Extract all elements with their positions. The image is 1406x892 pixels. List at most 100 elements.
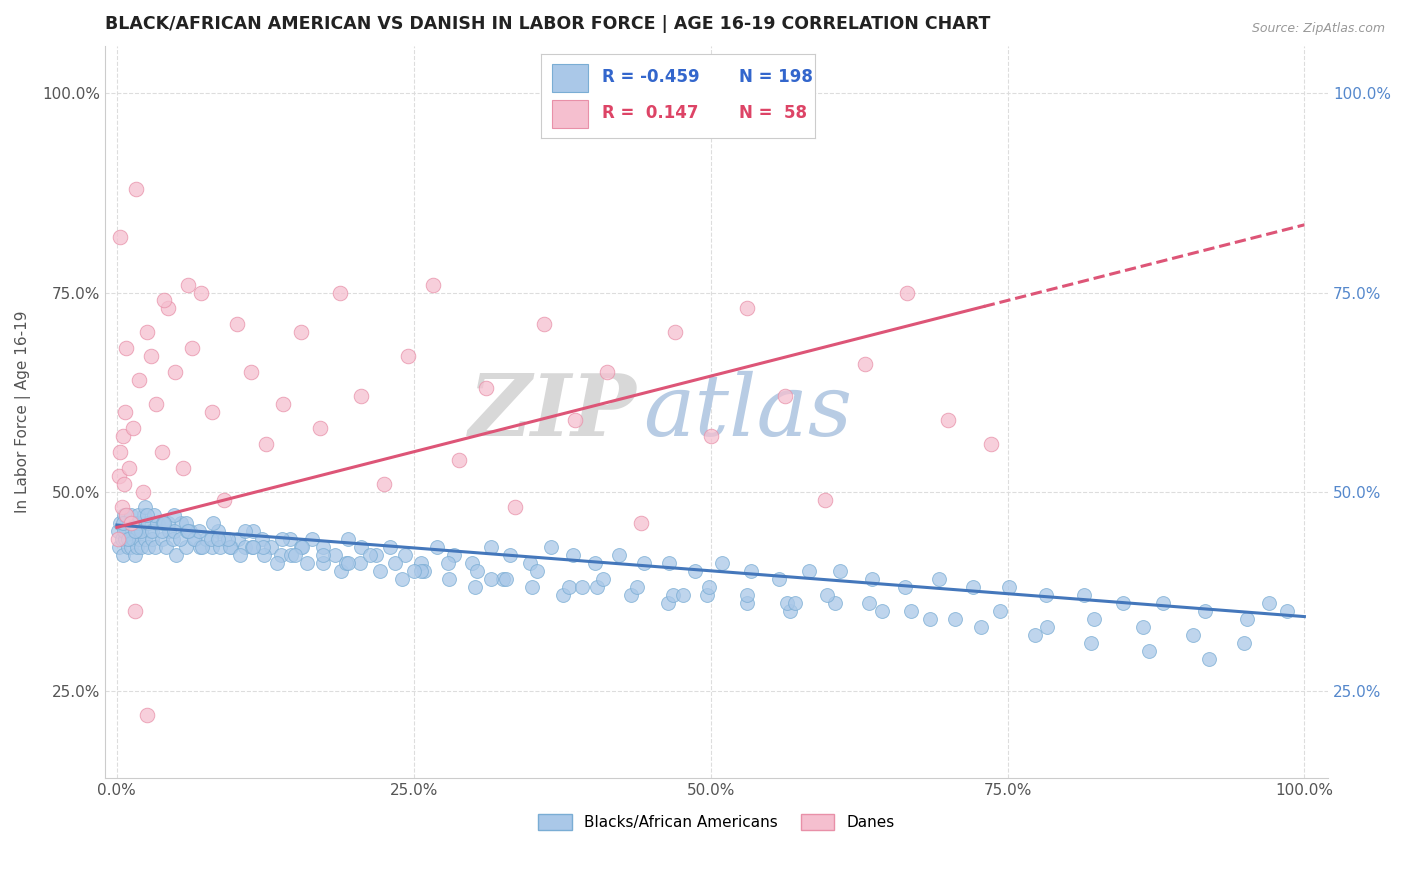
Point [165, 549, 187, 563]
Point [107, 533, 129, 547]
Point [443, 549, 465, 563]
Point [553, 588, 575, 602]
Point [194, 533, 217, 547]
Point [495, 572, 517, 586]
Point [814, 492, 837, 507]
Point [658, 556, 681, 570]
Point [422, 277, 444, 292]
Point [990, 604, 1012, 618]
Point [1112, 596, 1135, 610]
Point [1137, 644, 1160, 658]
Point [162, 533, 184, 547]
Point [583, 556, 606, 570]
Point [799, 564, 821, 578]
Point [122, 533, 145, 547]
Point [620, 588, 643, 602]
Point [143, 541, 166, 555]
Point [585, 580, 607, 594]
Point [191, 541, 214, 555]
Point [783, 596, 806, 610]
Point [290, 541, 312, 555]
Point [108, 468, 131, 483]
Point [492, 572, 515, 586]
Point [139, 524, 162, 539]
Point [114, 405, 136, 419]
Point [115, 341, 138, 355]
Point [461, 556, 484, 570]
Point [148, 516, 170, 531]
Point [540, 541, 562, 555]
Point [179, 524, 201, 539]
Point [526, 564, 548, 578]
Point [699, 429, 721, 443]
Point [118, 516, 141, 531]
Point [128, 533, 150, 547]
Point [815, 588, 838, 602]
Point [127, 524, 149, 539]
Point [107, 524, 129, 539]
Point [870, 604, 893, 618]
Point [183, 533, 205, 547]
Point [155, 541, 177, 555]
Point [134, 533, 156, 547]
Point [384, 556, 406, 570]
Text: R =  0.147: R = 0.147 [602, 103, 699, 122]
Point [112, 524, 135, 539]
Point [150, 533, 173, 547]
Point [1035, 588, 1057, 602]
Point [696, 588, 718, 602]
Point [396, 349, 419, 363]
Point [125, 182, 148, 196]
Point [1083, 612, 1105, 626]
Point [146, 516, 169, 531]
Point [127, 516, 149, 531]
Point [373, 476, 395, 491]
Point [134, 508, 156, 523]
Point [136, 516, 159, 531]
Point [120, 541, 142, 555]
Point [115, 508, 138, 523]
Point [364, 549, 387, 563]
Point [740, 564, 762, 578]
Point [607, 549, 630, 563]
Point [853, 357, 876, 371]
Point [1233, 636, 1256, 650]
Point [207, 533, 229, 547]
Point [118, 460, 141, 475]
Point [124, 604, 146, 618]
Point [136, 541, 159, 555]
Point [350, 541, 373, 555]
Point [110, 444, 132, 458]
Point [737, 301, 759, 316]
Point [290, 326, 312, 340]
Point [212, 533, 235, 547]
Point [122, 421, 145, 435]
Point [711, 556, 734, 570]
Point [970, 620, 993, 634]
Point [737, 588, 759, 602]
Point [242, 541, 264, 555]
Point [943, 612, 966, 626]
Point [124, 524, 146, 539]
Point [426, 541, 449, 555]
Point [437, 556, 460, 570]
Point [402, 564, 425, 578]
Point [672, 588, 695, 602]
Legend: Blacks/African Americans, Danes: Blacks/African Americans, Danes [531, 807, 901, 837]
Point [122, 516, 145, 531]
Text: Source: ZipAtlas.com: Source: ZipAtlas.com [1251, 22, 1385, 36]
Text: ZIP: ZIP [470, 370, 637, 454]
Point [240, 541, 263, 555]
Point [475, 381, 498, 395]
Point [127, 508, 149, 523]
Point [218, 533, 240, 547]
Point [112, 476, 135, 491]
Point [125, 541, 148, 555]
Text: BLACK/AFRICAN AMERICAN VS DANISH IN LABOR FORCE | AGE 16-19 CORRELATION CHART: BLACK/AFRICAN AMERICAN VS DANISH IN LABO… [105, 15, 990, 33]
Point [120, 516, 142, 531]
Text: N =  58: N = 58 [738, 103, 807, 122]
Point [145, 397, 167, 411]
Point [135, 326, 157, 340]
Point [394, 549, 416, 563]
Point [370, 564, 392, 578]
